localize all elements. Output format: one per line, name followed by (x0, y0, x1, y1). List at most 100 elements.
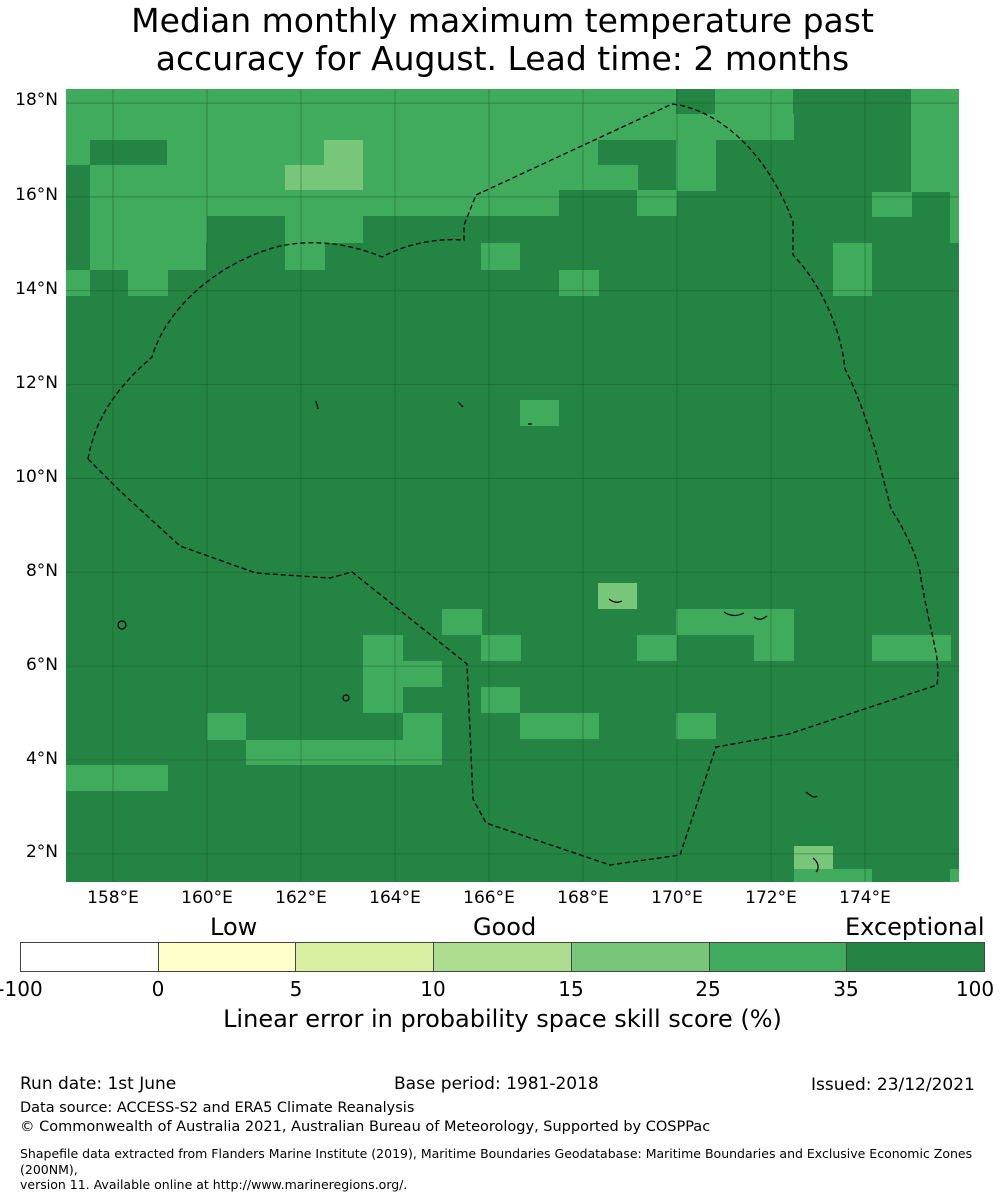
skill-cell (363, 661, 442, 687)
skill-cell (324, 140, 363, 165)
lat-label-2n: 2°N (25, 842, 58, 862)
skill-cell (559, 270, 599, 296)
graticule (66, 89, 959, 882)
lon-label-172e: 172°E (745, 888, 797, 908)
lon-label-160e: 160°E (181, 888, 233, 908)
colorbar-segment (296, 943, 435, 971)
skill-cell (598, 89, 676, 114)
lon-label-174e: 174°E (839, 888, 891, 908)
skill-cell (637, 190, 677, 216)
skill-cell (520, 400, 559, 426)
colorbar-category-low: Low (210, 913, 258, 941)
skill-cell (442, 609, 482, 635)
base-period: Base period: 1981-2018 (394, 1074, 599, 1094)
skill-cell (403, 713, 442, 740)
lat-label-14n: 14°N (15, 279, 58, 299)
lon-label-158e: 158°E (87, 888, 139, 908)
island-outlines (117, 400, 819, 873)
colorbar-tick: -100 (0, 977, 43, 1001)
skill-cell (676, 140, 716, 191)
lon-label-162e: 162°E (275, 888, 327, 908)
lat-label-18n: 18°N (15, 90, 58, 110)
skill-cell (90, 190, 207, 216)
lat-label-8n: 8°N (25, 561, 58, 581)
skill-cell (950, 192, 959, 243)
colorbar-label: Linear error in probability space skill … (223, 1005, 782, 1033)
skill-cell (66, 140, 90, 165)
skill-cell (128, 270, 168, 296)
eez-boundary (87, 103, 939, 866)
skill-cells (66, 89, 959, 882)
skill-cell (207, 190, 504, 216)
skill-cell (481, 243, 520, 270)
skill-cell (676, 114, 754, 140)
title-line-1: Median monthly maximum temperature past (131, 1, 874, 40)
skill-cell (167, 140, 598, 165)
skill-cell (872, 635, 951, 661)
shapefile-credit-line-1: Shapefile data extracted from Flanders M… (20, 1146, 973, 1177)
skill-cell (676, 713, 716, 739)
colorbar-tick: 15 (558, 977, 584, 1001)
skill-cell (754, 635, 794, 661)
colorbar-tick: 35 (833, 977, 859, 1001)
skill-cell (66, 270, 90, 296)
skill-cell (90, 243, 206, 270)
colorbar-category-good: Good (473, 913, 537, 941)
skill-cell (481, 635, 521, 661)
skill-cell (754, 114, 794, 140)
lat-label-12n: 12°N (15, 373, 58, 393)
lat-label-10n: 10°N (15, 467, 58, 487)
skill-cell (598, 583, 637, 609)
copyright-notice: © Commonwealth of Australia 2021, Austra… (20, 1119, 711, 1135)
lat-label-6n: 6°N (25, 655, 58, 675)
skill-cell (285, 165, 363, 190)
skill-cell (246, 740, 442, 765)
skill-cell (715, 89, 793, 114)
lon-label-168e: 168°E (557, 888, 609, 908)
colorbar-segment (709, 943, 848, 971)
skill-score-map[interactable] (66, 89, 959, 882)
data-source: Data source: ACCESS-S2 and ERA5 Climate … (20, 1100, 415, 1116)
skill-cell (481, 687, 520, 713)
run-date: Run date: 1st June (20, 1074, 177, 1094)
issued-date: Issued: 23/12/2021 (811, 1075, 975, 1095)
colorbar-segment (158, 943, 297, 971)
skill-cell (598, 114, 676, 140)
skill-cell (715, 609, 794, 635)
skill-cell (911, 89, 959, 192)
colorbar-tick: 10 (420, 977, 446, 1001)
skill-cell (363, 687, 403, 713)
colorbar-category-exceptional: Exceptional (845, 913, 985, 941)
skill-cell (794, 869, 872, 882)
shapefile-credit: Shapefile data extracted from Flanders M… (20, 1146, 1005, 1193)
lat-label-16n: 16°N (15, 185, 58, 205)
lon-label-164e: 164°E (369, 888, 421, 908)
colorbar-tick: 100 (955, 977, 995, 1001)
colorbar-tick: 0 (151, 977, 165, 1001)
skill-cell (950, 869, 959, 882)
skill-cell (90, 216, 207, 243)
colorbar-tick: 5 (289, 977, 303, 1001)
colorbar-segment (571, 943, 710, 971)
skill-cell (833, 243, 872, 296)
map-panel[interactable] (66, 89, 959, 882)
skill-cell (207, 713, 246, 740)
skill-cell (520, 713, 599, 739)
skill-cell (872, 192, 912, 217)
skill-cell (598, 165, 638, 190)
lat-label-4n: 4°N (25, 749, 58, 769)
colorbar-segment (847, 943, 985, 971)
map-title: Median monthly maximum temperature past … (0, 2, 1005, 78)
colorbar-tick: 25 (695, 977, 721, 1001)
skill-cell (66, 765, 168, 791)
skill-cell (637, 635, 677, 661)
colorbar-segment (21, 943, 159, 971)
skill-cell (285, 216, 363, 243)
lon-label-170e: 170°E (651, 888, 703, 908)
skill-cell (66, 89, 598, 140)
colorbar-segment (434, 943, 572, 971)
colorbar (20, 942, 985, 972)
map-background (66, 89, 959, 882)
title-line-2: accuracy for August. Lead time: 2 months (155, 39, 850, 78)
skill-cell (285, 243, 325, 270)
